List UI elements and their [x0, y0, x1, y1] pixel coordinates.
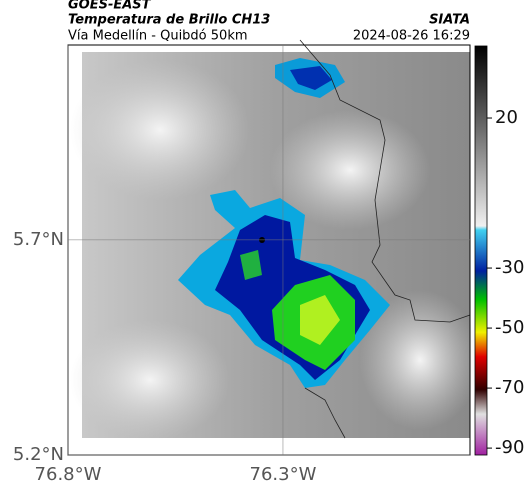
title: Temperatura de Brillo CH13 [68, 13, 270, 28]
colorbar-tick-label: -70 [495, 377, 524, 398]
colorbar-tick-label: -90 [495, 437, 524, 458]
lon-tick-label: 76.8°W [35, 464, 102, 485]
route: Vía Medellín - Quibdó 50km [68, 29, 248, 44]
datetime: 2024-08-26 16:29 [353, 29, 470, 44]
lat-tick-label: 5.7°N [13, 229, 64, 250]
colorbar-tick-label: -50 [495, 317, 524, 338]
lon-tick-label: 76.3°W [250, 464, 317, 485]
source: GOES-EAST [68, 0, 152, 13]
colorbar [474, 45, 488, 456]
colorbar-tick-label: -30 [495, 257, 524, 278]
colorbar-tick-label: 20 [495, 107, 518, 128]
agency: SIATA [429, 13, 470, 28]
lat-tick-label: 5.2°N [13, 444, 64, 465]
satellite-image [70, 39, 480, 440]
